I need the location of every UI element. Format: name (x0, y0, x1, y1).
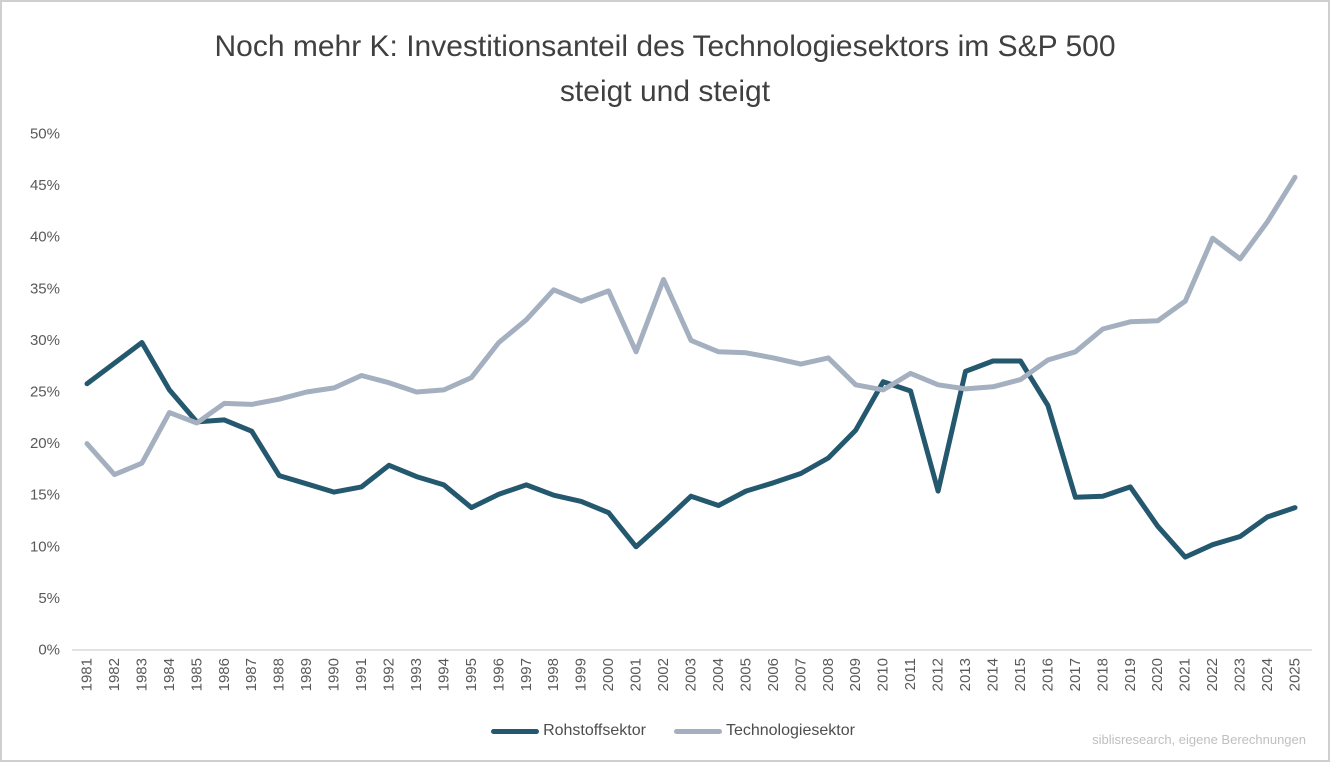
y-tick-label: 15% (30, 487, 60, 504)
x-tick-label: 2020 (1149, 658, 1166, 691)
y-tick-label: 25% (30, 384, 60, 401)
x-tick-label: 1983 (133, 658, 150, 691)
x-tick-label: 2006 (765, 658, 782, 691)
x-tick-label: 1989 (298, 658, 315, 691)
x-tick-label: 2017 (1067, 658, 1084, 691)
legend: Rohstoffsektor Technologiesektor (18, 722, 1328, 740)
x-tick-label: 2016 (1039, 658, 1056, 691)
chart-title: Noch mehr K: Investitionsanteil des Tech… (2, 24, 1328, 114)
x-tick-label: 1991 (353, 658, 370, 691)
chart-title-line1: Noch mehr K: Investitionsanteil des Tech… (214, 30, 1116, 63)
x-tick-label: 2021 (1177, 658, 1194, 691)
x-tick-label: 2012 (930, 658, 947, 691)
x-tick-label: 1985 (188, 658, 205, 691)
x-tick-label: 2022 (1204, 658, 1221, 691)
y-tick-label: 50% (30, 126, 60, 143)
x-tick-label: 1993 (408, 658, 425, 691)
x-tick-label: 2019 (1122, 658, 1139, 691)
y-tick-label: 10% (30, 538, 60, 555)
x-tick-label: 2018 (1094, 658, 1111, 691)
x-tick-label: 2007 (792, 658, 809, 691)
x-tick-label: 1986 (216, 658, 233, 691)
x-tick-label: 2001 (628, 658, 645, 691)
x-tick-label: 2024 (1259, 658, 1276, 691)
legend-label-rohstoffsektor: Rohstoffsektor (543, 722, 646, 739)
legend-label-technologiesektor: Technologiesektor (725, 722, 855, 739)
x-tick-label: 2011 (902, 658, 919, 690)
x-tick-label: 2003 (683, 658, 700, 691)
x-tick-label: 2015 (1012, 658, 1029, 691)
x-tick-label: 2008 (820, 658, 837, 691)
x-tick-label: 2004 (710, 658, 727, 691)
x-tick-label: 2013 (957, 658, 974, 691)
x-tick-label: 1982 (106, 658, 123, 691)
x-tick-label: 2000 (600, 658, 617, 691)
technologiesektor-swatch-icon (673, 728, 722, 734)
x-tick-label: 1990 (326, 658, 343, 691)
x-tick-label: 1997 (518, 658, 535, 691)
rohstoffsektor-line (84, 340, 1298, 560)
y-tick-label: 30% (30, 332, 60, 349)
x-tick-label: 2010 (875, 658, 892, 691)
technologiesektor-line (84, 174, 1298, 478)
rohstoffsektor-swatch-icon (491, 728, 540, 734)
x-tick-label: 1988 (271, 658, 288, 691)
y-tick-label: 35% (30, 280, 60, 297)
x-tick-label: 1996 (490, 658, 507, 691)
x-tick-label: 2025 (1287, 658, 1304, 691)
x-tick-label: 2014 (985, 658, 1002, 691)
x-tick-label: 1984 (161, 658, 178, 691)
source-note: siblisresearch, eigene Berechnungen (1092, 732, 1306, 747)
x-tick-label: 1981 (79, 658, 96, 691)
x-tick-label: 1994 (435, 658, 452, 691)
y-tick-label: 45% (30, 177, 60, 194)
y-tick-label: 0% (38, 642, 60, 659)
x-tick-label: 2009 (847, 658, 864, 691)
x-tick-label: 1995 (463, 658, 480, 691)
x-tick-label: 1992 (381, 658, 398, 691)
legend-item-technologiesektor: Technologiesektor (673, 722, 855, 740)
y-tick-label: 20% (30, 435, 60, 452)
y-tick-label: 40% (30, 229, 60, 246)
legend-item-rohstoffsektor: Rohstoffsektor (491, 722, 646, 740)
chart-title-line2: steigt und steigt (559, 75, 771, 108)
x-tick-label: 1987 (243, 658, 260, 691)
x-tick-label: 2005 (737, 658, 754, 691)
x-tick-label: 2023 (1232, 658, 1249, 691)
y-tick-label: 5% (38, 590, 60, 607)
x-tick-label: 1999 (573, 658, 590, 691)
x-tick-label: 1998 (545, 658, 562, 691)
x-tick-label: 2002 (655, 658, 672, 691)
